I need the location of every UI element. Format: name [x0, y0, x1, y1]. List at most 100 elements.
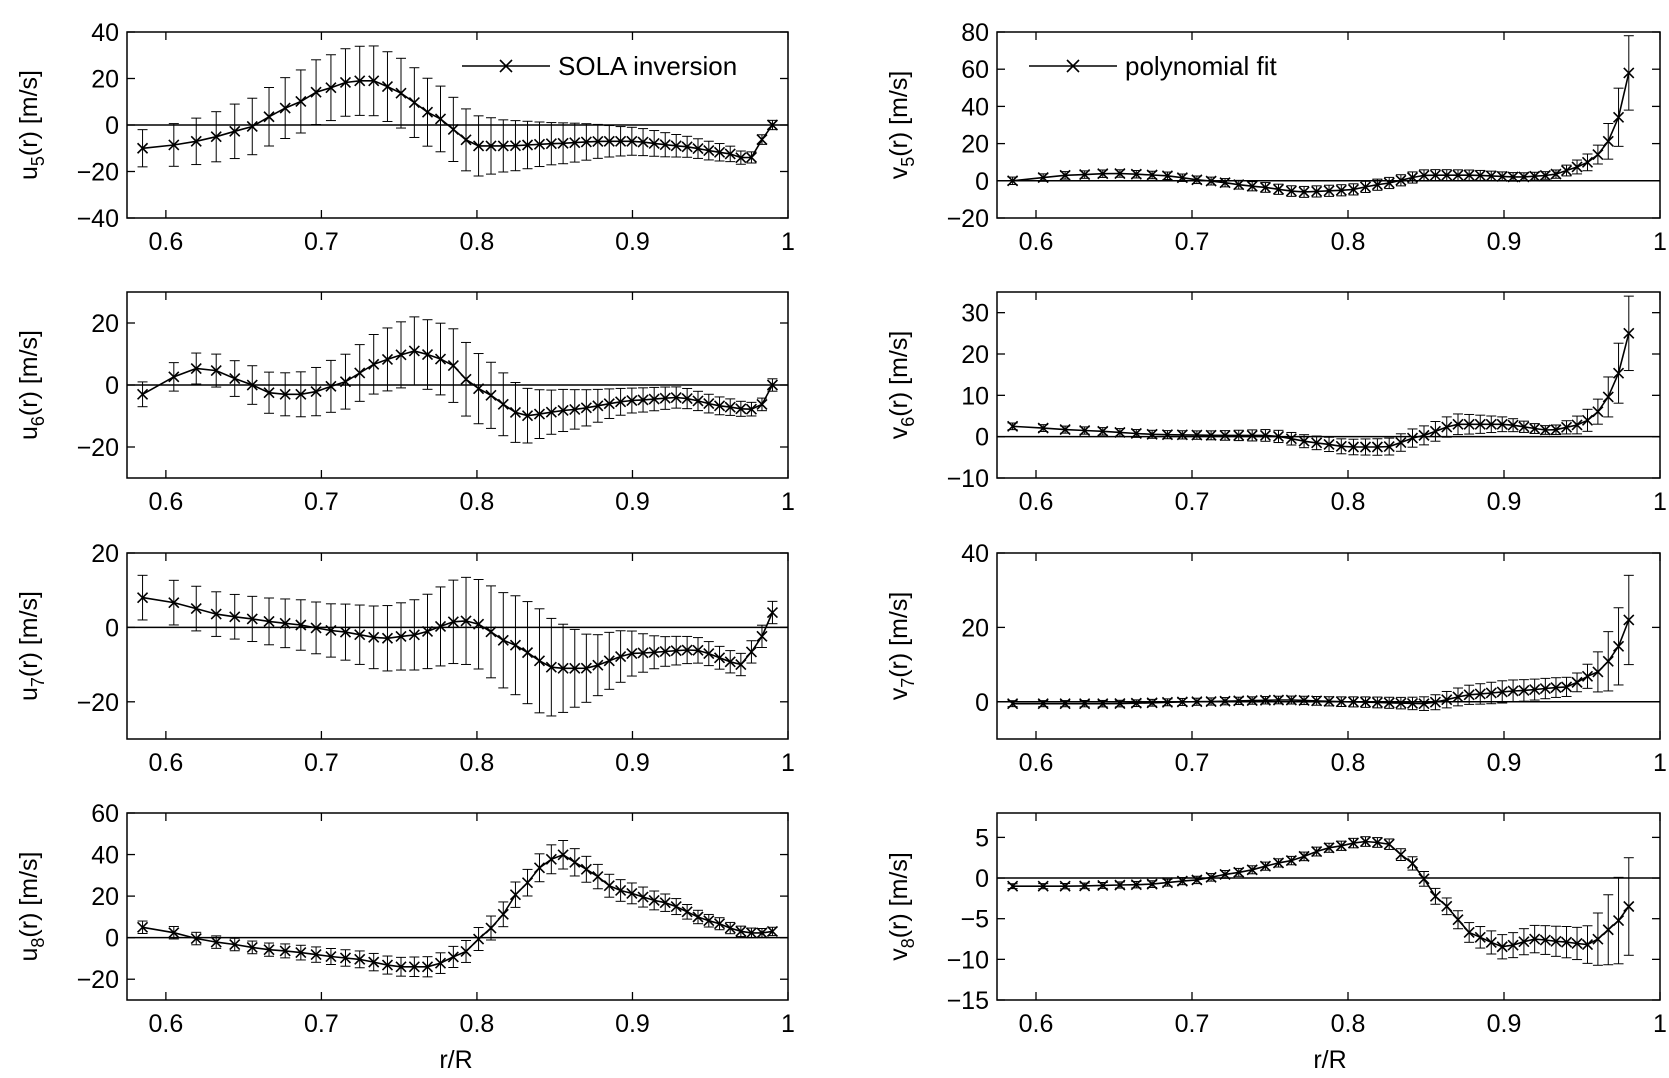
data-point	[1191, 174, 1203, 186]
data-point	[1592, 933, 1604, 945]
data-point	[1418, 873, 1430, 885]
data-point	[1474, 169, 1486, 181]
data-point	[703, 648, 715, 660]
panel-u8: 0.6 0.7 0.8 0.9 1 −20 0 20 40 60 u8(r) [m/s]	[15, 800, 795, 1038]
data-point	[1246, 864, 1258, 876]
x-tick-label-v6: 0.6	[1019, 488, 1054, 516]
y-tick-label-v5: 80	[961, 19, 989, 47]
data-point	[1176, 875, 1188, 887]
data-point	[1130, 697, 1142, 709]
data-point	[310, 86, 322, 98]
series-line-v6	[1012, 333, 1630, 448]
y-axis-label-v5: v5(r) [m/s]	[885, 71, 918, 180]
data-point	[485, 389, 497, 401]
y-tick-label-v5: 60	[961, 56, 989, 84]
data-point	[1130, 427, 1142, 440]
data-point	[1529, 684, 1541, 696]
data-point	[246, 613, 258, 625]
data-point	[1233, 429, 1245, 441]
data-point	[381, 81, 394, 93]
data-point	[368, 956, 380, 968]
data-point	[681, 644, 693, 656]
data-point	[1272, 694, 1285, 706]
data-point	[1219, 695, 1231, 707]
data-point	[1463, 418, 1475, 430]
data-point	[1246, 429, 1258, 441]
data-point	[1395, 849, 1407, 861]
y-tick-label-v5: 20	[961, 131, 989, 159]
y-tick-label-v5: 40	[961, 93, 989, 121]
data-point	[1571, 419, 1583, 431]
data-point	[190, 362, 202, 375]
axes-box-u7	[126, 552, 789, 740]
y-tick-label-u5: −20	[77, 159, 119, 187]
data-point	[626, 135, 638, 147]
data-point	[692, 395, 704, 407]
data-point	[1560, 936, 1573, 948]
data-point	[569, 137, 581, 149]
data-point	[1176, 429, 1188, 441]
data-point	[1429, 169, 1441, 181]
y-tick-label-v8: 0	[975, 865, 989, 893]
data-point	[1007, 175, 1019, 187]
data-point	[354, 367, 366, 379]
data-point	[545, 406, 557, 418]
data-point	[1581, 670, 1594, 682]
axes-box-v7	[996, 552, 1661, 740]
data-point	[395, 87, 407, 99]
data-point	[670, 391, 682, 404]
data-point	[1233, 179, 1245, 191]
x-tick-label-u6: 0.9	[615, 488, 650, 516]
y-tick-label-u5: 0	[105, 112, 119, 140]
data-point	[626, 647, 638, 660]
panel-v8: 0.6 0.7 0.8 0.9 1 −15 −10 −5 0 5 v8(r) [m/s]	[885, 812, 1667, 1038]
data-point	[745, 646, 758, 658]
y-axis-label-v8: v8(r) [m/s]	[885, 852, 918, 961]
data-point	[637, 136, 649, 148]
data-point	[310, 622, 322, 634]
data-point	[1259, 181, 1271, 193]
data-point	[1359, 696, 1372, 708]
y-tick-label-u5: 20	[91, 66, 119, 94]
data-point	[1592, 666, 1604, 678]
markers-u5	[136, 75, 779, 164]
x-tick-label-u5: 0.7	[304, 228, 339, 256]
y-tick-label-v5: 0	[975, 168, 989, 196]
y-axis-label-u6: u6(r) [m/s]	[15, 330, 48, 440]
data-point	[580, 402, 592, 414]
data-point	[1347, 837, 1360, 849]
data-point	[1161, 696, 1174, 708]
data-point	[447, 951, 459, 963]
data-point	[210, 131, 222, 143]
x-axis-label-left: r/R	[439, 1046, 472, 1074]
data-point	[626, 394, 638, 407]
data-point	[168, 371, 180, 383]
data-point	[1539, 934, 1551, 946]
data-point	[381, 959, 394, 971]
data-point	[580, 662, 592, 674]
data-point	[1130, 168, 1142, 180]
x-axis-label-right: r/R	[1313, 1046, 1346, 1074]
data-point	[1452, 418, 1464, 430]
data-point	[626, 887, 638, 899]
series-line-v7	[1012, 619, 1630, 705]
panel-v5: 0.6 0.7 0.8 0.9 1 −20 0 20 40 60 80 v5(r) [m/s] poly…	[885, 19, 1667, 256]
y-tick-label-v6: 0	[975, 424, 989, 452]
data-point	[325, 624, 337, 637]
data-point	[229, 125, 241, 137]
data-point	[659, 139, 671, 151]
x-tick-label-v7: 0.9	[1487, 749, 1522, 777]
data-point	[1298, 850, 1310, 862]
data-point	[1233, 695, 1245, 707]
data-point	[1623, 900, 1635, 913]
data-point	[724, 922, 736, 934]
x-tick-label-v8: 0.9	[1487, 1010, 1522, 1038]
data-point	[1233, 866, 1245, 878]
data-point	[168, 927, 180, 939]
markers-u7	[136, 592, 779, 674]
data-point	[637, 394, 649, 406]
x-tick-label-v6: 0.8	[1331, 488, 1366, 516]
data-point	[1079, 424, 1091, 437]
data-point	[1485, 170, 1497, 182]
data-point	[1507, 419, 1519, 431]
